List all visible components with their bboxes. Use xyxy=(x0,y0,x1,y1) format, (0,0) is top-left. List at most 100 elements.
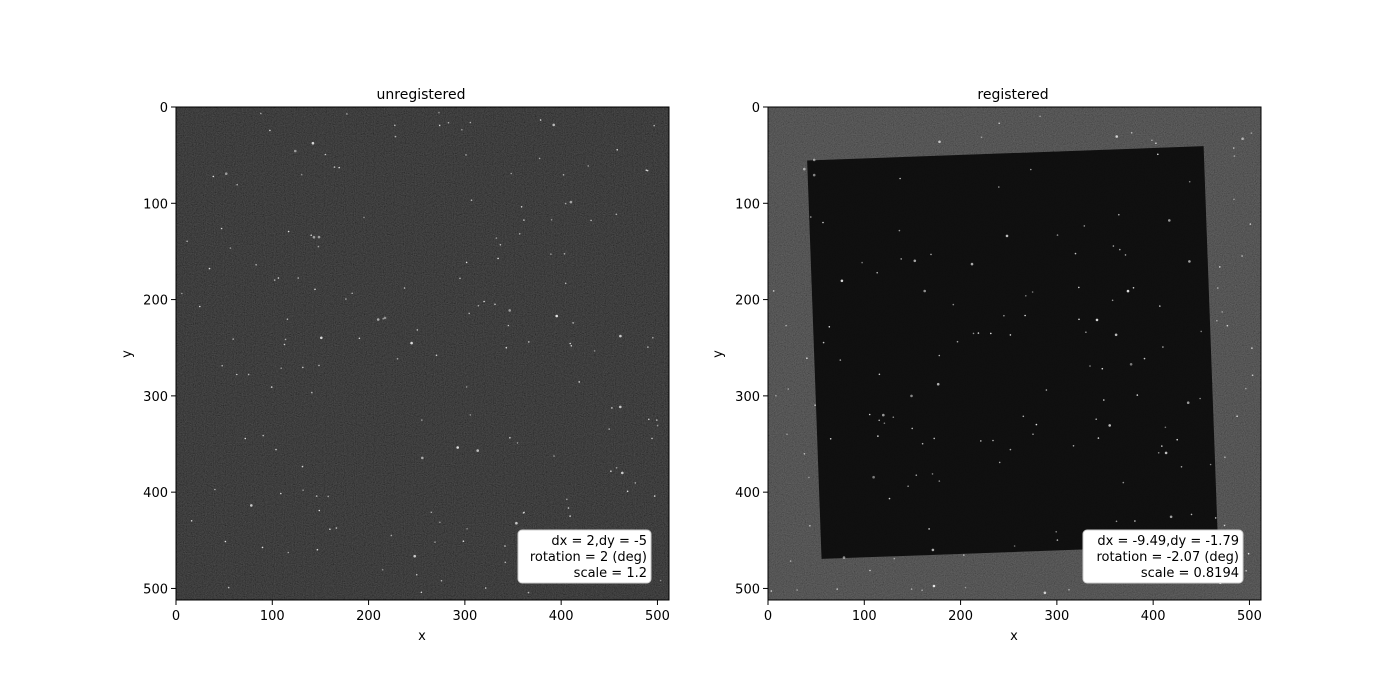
star-point xyxy=(972,332,975,335)
star-point xyxy=(659,579,662,582)
star-point xyxy=(1236,415,1238,418)
star-point xyxy=(416,329,419,331)
star-point xyxy=(273,279,276,281)
star-point xyxy=(420,591,423,594)
star-point xyxy=(494,303,496,306)
x-tick-label: 300 xyxy=(452,609,477,624)
star-point xyxy=(1245,387,1247,390)
star-point xyxy=(930,253,932,256)
annotation-line-2: rotation = -2.07 (deg) xyxy=(1096,550,1239,565)
star-point xyxy=(1056,234,1059,236)
star-point xyxy=(461,129,463,131)
star-point xyxy=(590,219,592,222)
star-point xyxy=(653,495,656,497)
star-point xyxy=(1143,357,1146,360)
star-point xyxy=(1233,198,1235,201)
star-point xyxy=(938,140,941,144)
star-point xyxy=(915,474,918,477)
star-point xyxy=(829,438,832,440)
star-point xyxy=(956,340,959,343)
star-point xyxy=(1157,452,1160,454)
star-point xyxy=(619,405,622,409)
star-point xyxy=(775,394,777,397)
star-point xyxy=(1101,367,1104,370)
star-point xyxy=(1103,399,1105,401)
star-point xyxy=(465,261,468,264)
y-tick-label: 300 xyxy=(143,390,168,405)
x-tick-label: 0 xyxy=(764,609,772,624)
star-point xyxy=(280,367,283,370)
star-point xyxy=(651,437,653,440)
star-point xyxy=(611,407,613,409)
star-point xyxy=(998,186,1000,188)
star-point xyxy=(1221,311,1223,313)
star-point xyxy=(329,528,331,530)
star-point xyxy=(1199,397,1201,400)
star-point xyxy=(508,309,512,312)
star-point xyxy=(302,366,304,369)
star-point xyxy=(569,515,571,517)
star-point xyxy=(294,149,297,153)
star-point xyxy=(186,240,188,243)
star-point xyxy=(789,560,792,562)
star-point xyxy=(587,165,589,167)
star-point xyxy=(214,488,216,491)
star-point xyxy=(300,173,303,176)
star-point xyxy=(626,490,629,493)
y-tick-label: 500 xyxy=(143,582,168,597)
star-point xyxy=(608,428,610,430)
star-point xyxy=(280,492,282,495)
star-point xyxy=(883,422,886,425)
chart-title: registered xyxy=(977,87,1048,103)
star-point xyxy=(911,427,913,430)
star-point xyxy=(212,175,215,178)
star-point xyxy=(316,548,319,551)
star-point xyxy=(564,202,567,205)
star-point xyxy=(888,497,891,500)
star-point xyxy=(505,346,508,349)
x-tick-label: 400 xyxy=(1141,609,1166,624)
y-tick-label: 100 xyxy=(735,197,760,212)
star-point xyxy=(439,521,441,524)
star-point xyxy=(1095,418,1097,421)
star-point xyxy=(1159,305,1161,307)
x-tick-label: 300 xyxy=(1044,609,1069,624)
star-point xyxy=(907,485,909,488)
star-point xyxy=(1078,318,1080,321)
star-point xyxy=(430,511,433,514)
x-tick-label: 200 xyxy=(356,609,381,624)
star-point xyxy=(516,442,519,444)
parameter-annotation: dx = -9.49,dy = -1.79 rotation = -2.07 (… xyxy=(1082,529,1244,584)
star-point xyxy=(869,569,871,572)
star-point xyxy=(224,172,228,175)
star-point xyxy=(564,282,567,285)
x-tick-label: 0 xyxy=(172,609,180,624)
star-point xyxy=(515,521,518,525)
star-point xyxy=(275,448,277,451)
image-area xyxy=(768,107,1261,600)
image-noise xyxy=(176,107,669,600)
star-point xyxy=(1188,180,1191,183)
star-point xyxy=(910,588,913,590)
star-point xyxy=(923,289,926,293)
star-point xyxy=(317,245,320,248)
star-point xyxy=(1188,260,1191,263)
star-point xyxy=(936,382,940,386)
star-point xyxy=(1223,524,1226,527)
annotation-line-3: scale = 1.2 xyxy=(574,566,647,581)
star-point xyxy=(646,169,649,172)
star-point xyxy=(1232,147,1235,149)
star-point xyxy=(1074,252,1077,255)
star-point xyxy=(1130,132,1133,134)
star-point xyxy=(619,334,622,338)
star-point xyxy=(504,545,506,547)
star-point xyxy=(220,227,223,230)
star-point xyxy=(484,587,487,589)
star-point xyxy=(1003,314,1005,317)
star-point xyxy=(567,507,570,509)
star-point xyxy=(382,318,385,320)
star-point xyxy=(229,247,232,249)
star-point xyxy=(318,509,321,512)
plot-frame xyxy=(767,106,1262,601)
star-point xyxy=(250,504,253,507)
